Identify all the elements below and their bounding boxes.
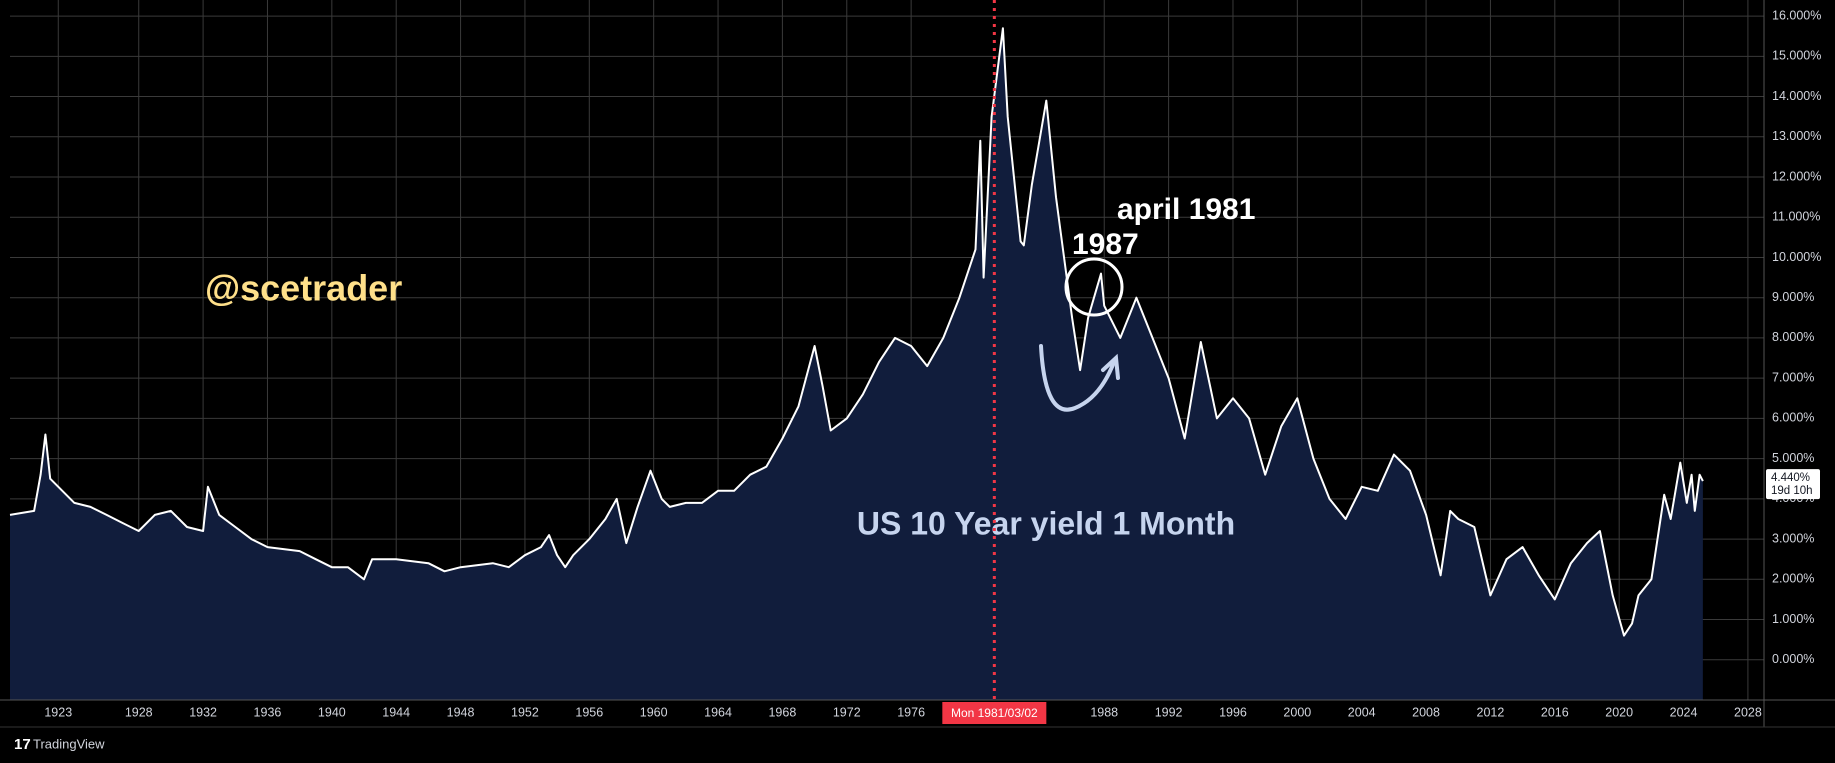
x-tick-label: 1972 — [833, 705, 861, 719]
x-tick-label: 1952 — [511, 705, 539, 719]
y-tick-label: 1.000% — [1772, 612, 1814, 626]
y-tick-label: 2.000% — [1772, 572, 1814, 586]
x-tick-label: 1940 — [318, 705, 346, 719]
y-tick-label: 10.000% — [1772, 250, 1821, 264]
x-tick-label: 1960 — [640, 705, 668, 719]
last-price-label: 4.440% — [1771, 472, 1810, 484]
x-tick-label: 2008 — [1412, 705, 1440, 719]
x-tick-label: 1996 — [1219, 705, 1247, 719]
y-tick-label: 0.000% — [1772, 652, 1814, 666]
x-tick-label: 2028 — [1734, 705, 1762, 719]
plot — [9, 27, 1704, 700]
last-price-bg — [1766, 469, 1820, 500]
y-tick-label: 5.000% — [1772, 451, 1814, 465]
x-tick-label: 1932 — [189, 705, 217, 719]
annotation-circle — [1064, 257, 1124, 317]
x-tick-label: 2004 — [1348, 705, 1376, 719]
area — [10, 28, 1703, 700]
y-tick-label: 15.000% — [1772, 49, 1821, 63]
brand: TradingView — [33, 736, 105, 751]
x-tick-label: 1956 — [575, 705, 603, 719]
crosshair-label-bg — [942, 702, 1047, 724]
y-tick-label: 16.000% — [1772, 8, 1821, 22]
x-tick-label: 1923 — [44, 705, 72, 719]
annotation: april 1981 — [1117, 193, 1255, 226]
x-tick-label: 1928 — [125, 705, 153, 719]
x-tick-label: 2000 — [1283, 705, 1311, 719]
x-tick-label: 2016 — [1541, 705, 1569, 719]
y-tick-label: 7.000% — [1772, 370, 1814, 384]
countdown-label: 19d 10h — [1771, 485, 1813, 497]
x-tick-label: 1968 — [768, 705, 796, 719]
crosshair-label: Mon 1981/03/02 — [951, 706, 1038, 720]
x-tick-label: 2024 — [1670, 705, 1698, 719]
y-tick-label: 8.000% — [1772, 330, 1814, 344]
brand-logo: 17 — [14, 736, 31, 753]
x-tick-label: 1936 — [254, 705, 282, 719]
annotation: 1987 — [1072, 228, 1139, 261]
line — [9, 27, 1704, 637]
y-tick-label: 14.000% — [1772, 89, 1821, 103]
y-tick-label: 6.000% — [1772, 411, 1814, 425]
caption: US 10 Year yield 1 Month — [857, 505, 1235, 541]
y-tick-label: 9.000% — [1772, 290, 1814, 304]
annotation-arrowhead — [1101, 353, 1120, 380]
watermark: @scetrader — [205, 268, 402, 309]
annotation-arrow — [1039, 344, 1116, 412]
x-tick-label: 2012 — [1477, 705, 1505, 719]
y-tick-label: 12.000% — [1772, 169, 1821, 183]
y-tick-label: 11.000% — [1772, 210, 1820, 224]
y-tick-label: 13.000% — [1772, 129, 1821, 143]
x-tick-label: 1976 — [897, 705, 925, 719]
y-tick-label: 3.000% — [1772, 531, 1814, 545]
x-tick-label: 1988 — [1090, 705, 1118, 719]
x-tick-label: 1948 — [447, 705, 475, 719]
x-tick-label: 1992 — [1155, 705, 1183, 719]
x-tick-label: 2020 — [1605, 705, 1633, 719]
x-tick-label: 1944 — [382, 705, 410, 719]
x-tick-label: 1964 — [704, 705, 732, 719]
